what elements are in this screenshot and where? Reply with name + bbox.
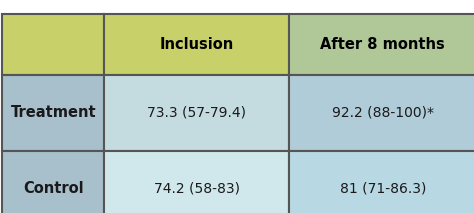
Text: Control: Control bbox=[23, 181, 83, 196]
Bar bbox=[289, 14, 474, 75]
Bar bbox=[2, 14, 104, 75]
Bar bbox=[104, 151, 289, 213]
Bar bbox=[289, 75, 474, 151]
Bar bbox=[289, 151, 474, 213]
Text: 92.2 (88-100)*: 92.2 (88-100)* bbox=[332, 106, 434, 120]
Bar bbox=[104, 75, 289, 151]
Text: 81 (71-86.3): 81 (71-86.3) bbox=[339, 182, 426, 196]
Text: Inclusion: Inclusion bbox=[160, 37, 234, 52]
Bar bbox=[2, 151, 104, 213]
Bar bbox=[104, 14, 289, 75]
Text: 74.2 (58-83): 74.2 (58-83) bbox=[154, 182, 240, 196]
Bar bbox=[2, 75, 104, 151]
Text: 73.3 (57-79.4): 73.3 (57-79.4) bbox=[147, 106, 246, 120]
Text: Treatment: Treatment bbox=[10, 105, 96, 120]
Text: After 8 months: After 8 months bbox=[320, 37, 445, 52]
